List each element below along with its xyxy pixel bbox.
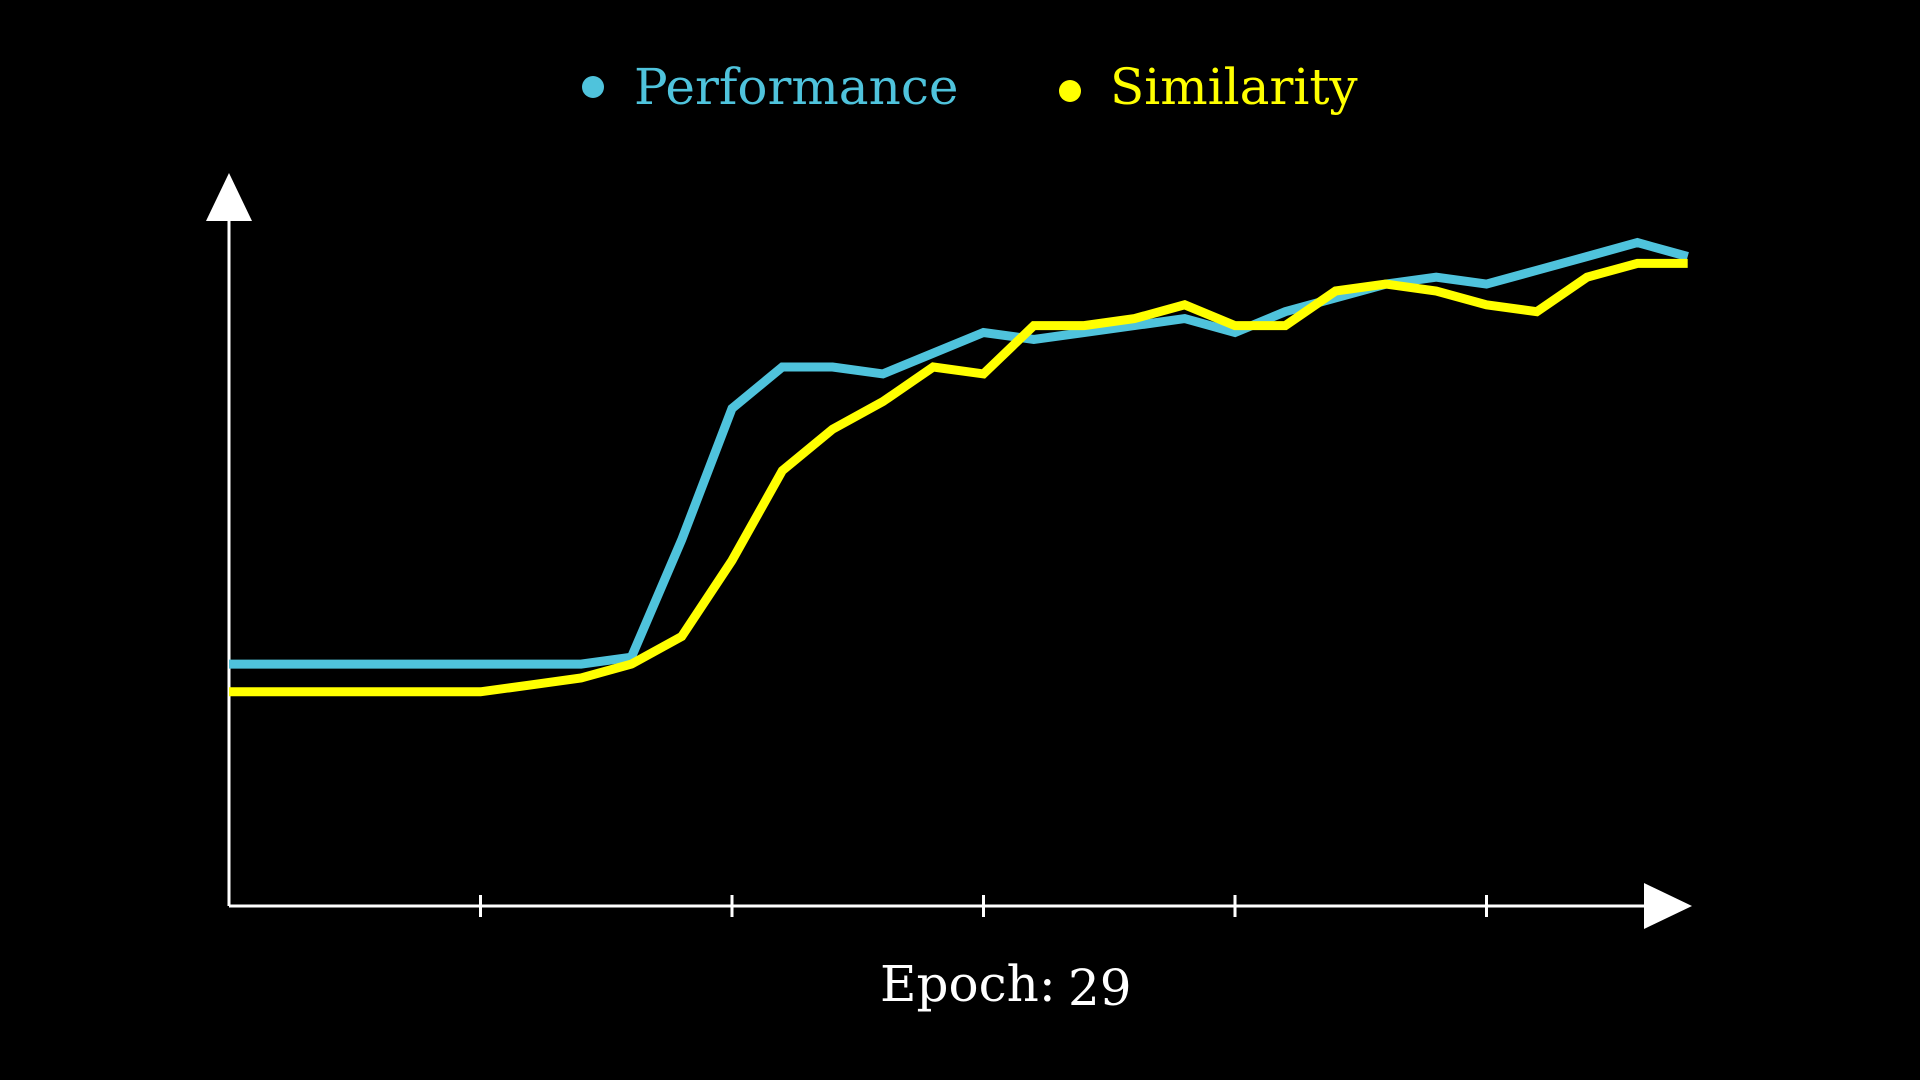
axes — [206, 173, 1692, 929]
legend-label-similarity: Similarity — [1110, 58, 1358, 116]
series-line-performance — [229, 237, 1689, 669]
series-similarity — [229, 258, 1688, 697]
legend-marker-performance — [582, 76, 604, 98]
y-axis-arrowhead — [206, 173, 252, 221]
legend: Performance Similarity — [582, 58, 1358, 116]
x-ticks — [479, 895, 1488, 917]
series-performance — [229, 237, 1689, 669]
series-line-similarity — [229, 258, 1688, 697]
epoch-value: 29 — [1068, 959, 1132, 1017]
legend-label-performance: Performance — [634, 58, 958, 116]
legend-marker-similarity — [1059, 80, 1081, 102]
epoch-label: Epoch: — [880, 955, 1056, 1013]
series-layer — [229, 237, 1689, 697]
x-axis-arrowhead — [1644, 883, 1692, 929]
